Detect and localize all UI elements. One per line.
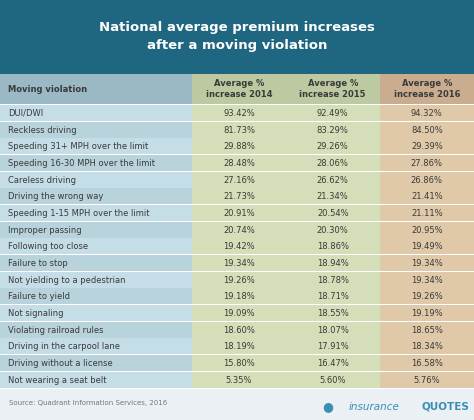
Text: 19.34%: 19.34% <box>411 276 443 285</box>
Text: 20.74%: 20.74% <box>223 226 255 235</box>
Text: QUOTES: QUOTES <box>422 402 470 412</box>
Text: 5.76%: 5.76% <box>413 375 440 385</box>
Text: 18.94%: 18.94% <box>317 259 348 268</box>
Text: 19.34%: 19.34% <box>223 259 255 268</box>
Text: 19.34%: 19.34% <box>411 259 443 268</box>
Text: 84.50%: 84.50% <box>411 126 443 134</box>
Text: 16.47%: 16.47% <box>317 359 349 368</box>
Text: Speeding 1-15 MPH over the limit: Speeding 1-15 MPH over the limit <box>8 209 149 218</box>
Text: 18.71%: 18.71% <box>317 292 349 301</box>
Text: 29.26%: 29.26% <box>317 142 348 151</box>
Text: 19.42%: 19.42% <box>223 242 255 251</box>
Text: 19.26%: 19.26% <box>411 292 443 301</box>
Text: 20.30%: 20.30% <box>317 226 348 235</box>
Text: 18.34%: 18.34% <box>411 342 443 351</box>
Text: Speeding 16-30 MPH over the limit: Speeding 16-30 MPH over the limit <box>8 159 155 168</box>
Text: Not signaling: Not signaling <box>8 309 63 318</box>
Text: 18.55%: 18.55% <box>317 309 348 318</box>
Text: 17.91%: 17.91% <box>317 342 348 351</box>
Text: 21.41%: 21.41% <box>411 192 443 201</box>
Text: 19.26%: 19.26% <box>223 276 255 285</box>
Text: Moving violation: Moving violation <box>8 85 87 94</box>
Text: Average %
increase 2014: Average % increase 2014 <box>206 79 272 99</box>
Text: 92.49%: 92.49% <box>317 109 348 118</box>
Text: 26.62%: 26.62% <box>317 176 349 184</box>
Text: 29.88%: 29.88% <box>223 142 255 151</box>
Text: Speeding 31+ MPH over the limit: Speeding 31+ MPH over the limit <box>8 142 148 151</box>
Text: 94.32%: 94.32% <box>411 109 443 118</box>
Text: 18.86%: 18.86% <box>317 242 349 251</box>
Text: Driving in the carpool lane: Driving in the carpool lane <box>8 342 119 351</box>
Text: 27.86%: 27.86% <box>411 159 443 168</box>
Text: 18.60%: 18.60% <box>223 326 255 335</box>
Text: Reckless driving: Reckless driving <box>8 126 76 134</box>
Text: 21.73%: 21.73% <box>223 192 255 201</box>
Text: ●: ● <box>322 400 333 413</box>
Text: Careless driving: Careless driving <box>8 176 76 184</box>
Text: Driving without a license: Driving without a license <box>8 359 112 368</box>
Text: 19.49%: 19.49% <box>411 242 443 251</box>
Text: DUI/DWI: DUI/DWI <box>8 109 43 118</box>
Text: Failure to yield: Failure to yield <box>8 292 70 301</box>
Text: 19.19%: 19.19% <box>411 309 443 318</box>
Text: 19.18%: 19.18% <box>223 292 255 301</box>
Text: 18.19%: 18.19% <box>223 342 255 351</box>
Text: Average %
increase 2016: Average % increase 2016 <box>393 79 460 99</box>
Text: 16.58%: 16.58% <box>411 359 443 368</box>
Text: Driving the wrong way: Driving the wrong way <box>8 192 103 201</box>
Text: 20.54%: 20.54% <box>317 209 348 218</box>
Text: 20.95%: 20.95% <box>411 226 443 235</box>
Text: Violating railroad rules: Violating railroad rules <box>8 326 103 335</box>
Text: 83.29%: 83.29% <box>317 126 349 134</box>
Text: Not yielding to a pedestrian: Not yielding to a pedestrian <box>8 276 125 285</box>
Text: 28.48%: 28.48% <box>223 159 255 168</box>
Text: 93.42%: 93.42% <box>223 109 255 118</box>
Text: Improper passing: Improper passing <box>8 226 82 235</box>
Text: National average premium increases
after a moving violation: National average premium increases after… <box>99 21 375 52</box>
Text: insurance: insurance <box>348 402 399 412</box>
Text: Failure to stop: Failure to stop <box>8 259 67 268</box>
Text: 18.65%: 18.65% <box>411 326 443 335</box>
Text: 29.39%: 29.39% <box>411 142 443 151</box>
Text: Not wearing a seat belt: Not wearing a seat belt <box>8 375 106 385</box>
Text: 5.35%: 5.35% <box>226 375 252 385</box>
Text: Source: Quadrant Information Services, 2016: Source: Quadrant Information Services, 2… <box>9 400 168 406</box>
Text: 27.16%: 27.16% <box>223 176 255 184</box>
Text: Following too close: Following too close <box>8 242 88 251</box>
Text: 18.78%: 18.78% <box>317 276 349 285</box>
Text: 26.86%: 26.86% <box>411 176 443 184</box>
Text: 5.60%: 5.60% <box>319 375 346 385</box>
Text: 19.09%: 19.09% <box>223 309 255 318</box>
Text: 21.11%: 21.11% <box>411 209 443 218</box>
Text: 81.73%: 81.73% <box>223 126 255 134</box>
Text: 18.07%: 18.07% <box>317 326 349 335</box>
Text: 15.80%: 15.80% <box>223 359 255 368</box>
Text: Average %
increase 2015: Average % increase 2015 <box>300 79 366 99</box>
Text: 20.91%: 20.91% <box>223 209 255 218</box>
Text: 28.06%: 28.06% <box>317 159 349 168</box>
Text: 21.34%: 21.34% <box>317 192 348 201</box>
